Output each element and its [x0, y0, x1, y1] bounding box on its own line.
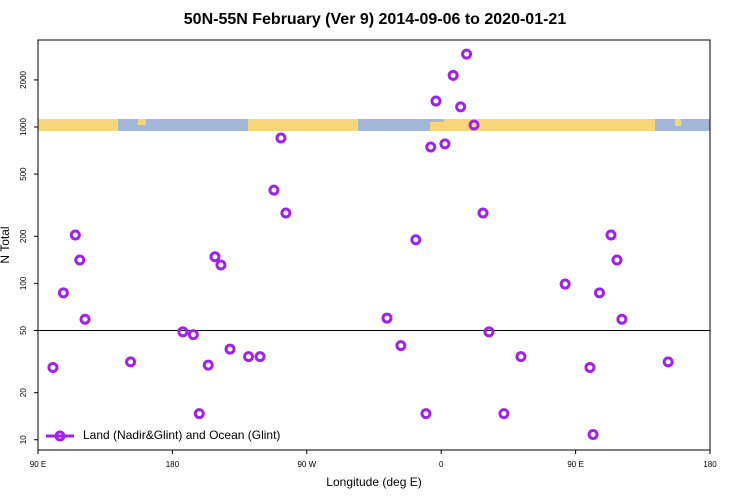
point	[69, 229, 81, 241]
point	[425, 141, 437, 153]
point	[268, 184, 280, 196]
point	[662, 356, 674, 368]
point	[461, 48, 473, 60]
point	[57, 287, 69, 299]
y-axis-label: N Total	[0, 226, 12, 263]
x-tick-label: 180	[703, 460, 717, 469]
point	[187, 329, 199, 341]
point	[515, 351, 527, 363]
point	[430, 95, 442, 107]
point	[381, 312, 393, 324]
point	[254, 351, 266, 363]
chart-title: 50N-55N February (Ver 9) 2014-09-06 to 2…	[184, 11, 567, 28]
point	[74, 254, 86, 266]
point	[215, 259, 227, 271]
point	[477, 207, 489, 219]
point	[587, 429, 599, 441]
point	[611, 254, 623, 266]
point	[584, 361, 596, 373]
y-tick-label: 200	[19, 229, 28, 243]
point	[447, 69, 459, 81]
x-tick-label: 180	[166, 460, 180, 469]
point	[243, 351, 255, 363]
point	[275, 132, 287, 144]
plot-frame	[37, 39, 711, 451]
point	[202, 359, 214, 371]
legend-marker	[54, 430, 66, 442]
y-tick-label: 2000	[19, 70, 28, 88]
point	[593, 287, 605, 299]
point	[79, 313, 91, 325]
point	[468, 119, 480, 131]
x-tick-label: 90 E	[30, 460, 46, 469]
point	[209, 251, 221, 263]
x-axis-label: Longitude (deg E)	[326, 475, 421, 489]
point	[455, 101, 467, 113]
point	[125, 356, 137, 368]
y-tick-label: 10	[19, 435, 28, 444]
point	[439, 138, 451, 150]
point	[177, 326, 189, 338]
x-tick-label: 0	[439, 460, 444, 469]
y-tick-label: 20	[19, 388, 28, 397]
y-tick-label: 500	[19, 167, 28, 181]
point	[420, 408, 432, 420]
point	[410, 234, 422, 246]
point	[47, 361, 59, 373]
y-tick-label: 50	[19, 325, 28, 334]
point	[605, 229, 617, 241]
x-tick-label: 90 E	[567, 460, 583, 469]
point	[224, 343, 236, 355]
legend-label: Land (Nadir&Glint) and Ocean (Glint)	[83, 428, 280, 442]
point	[395, 340, 407, 352]
land-ocean-band	[38, 119, 710, 131]
point	[498, 408, 510, 420]
y-tick-label: 100	[19, 276, 28, 290]
point	[193, 408, 205, 420]
x-tick-label: 90 W	[297, 460, 316, 469]
point	[280, 207, 292, 219]
point	[483, 326, 495, 338]
point	[559, 278, 571, 290]
y-tick-label: 1000	[19, 118, 28, 136]
point	[616, 313, 628, 325]
